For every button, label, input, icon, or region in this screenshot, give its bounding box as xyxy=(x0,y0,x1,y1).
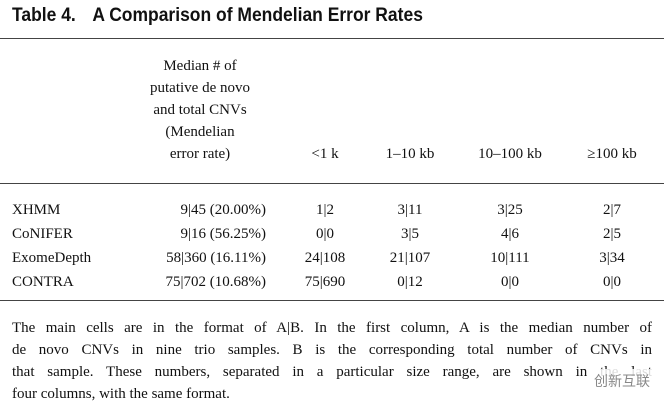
cell: 10|111 xyxy=(490,250,530,266)
cell: 1|2 xyxy=(315,202,334,218)
header-cell: ≥100 kb xyxy=(587,146,637,162)
top-rule xyxy=(0,38,664,39)
cell: 3|11 xyxy=(397,202,423,218)
table-label: Table 4. xyxy=(12,5,76,26)
cell: 21|107 xyxy=(389,250,431,266)
header-cell: putative de novo xyxy=(150,80,250,96)
cell: 0|12 xyxy=(397,274,423,290)
row-label: CONTRA xyxy=(12,274,74,290)
cell: 3|5 xyxy=(400,226,419,242)
title: Table 4. A Comparison of Mendelian Error … xyxy=(12,5,423,27)
header-cell: (Mendelian xyxy=(165,124,235,140)
bottom-rule xyxy=(0,300,664,301)
cell: 9|45 (20.00%) xyxy=(180,202,267,218)
cell: 9|16 (56.25%) xyxy=(180,226,267,242)
cell: 75|690 xyxy=(304,274,346,290)
footnote-line: that sample. These numbers, separated in… xyxy=(12,364,652,380)
footnote-line: four columns, with the same format. xyxy=(12,386,230,402)
header-cell: error rate) xyxy=(169,146,231,162)
watermark: 创新互联 xyxy=(588,369,656,393)
cell: 4|6 xyxy=(500,226,519,242)
footnote-line: de novo CNVs in nine trio samples. B is … xyxy=(12,342,652,358)
row-label: CoNIFER xyxy=(12,226,73,242)
cell: 0|0 xyxy=(500,274,519,290)
header-cell: <1 k xyxy=(311,146,339,162)
cell: 2|5 xyxy=(602,226,621,242)
cell: 0|0 xyxy=(602,274,621,290)
cell: 3|34 xyxy=(599,250,625,266)
row-label: ExomeDepth xyxy=(12,250,92,266)
cell: 3|25 xyxy=(497,202,523,218)
row-label: XHMM xyxy=(12,202,61,218)
cell: 75|702 (10.68%) xyxy=(165,274,267,290)
table-title: A Comparison of Mendelian Error Rates xyxy=(92,5,423,26)
footnote-line: The main cells are in the format of A|B.… xyxy=(12,320,652,336)
cell: 58|360 (16.11%) xyxy=(166,250,266,266)
cell: 2|7 xyxy=(602,202,621,218)
header-cell: 10–100 kb xyxy=(478,146,542,162)
header-cell: 1–10 kb xyxy=(385,146,435,162)
header-cell: and total CNVs xyxy=(153,102,247,118)
cell: 24|108 xyxy=(304,250,346,266)
header-cell: Median # of xyxy=(163,58,237,74)
cell: 0|0 xyxy=(315,226,334,242)
header-rule xyxy=(0,183,664,184)
